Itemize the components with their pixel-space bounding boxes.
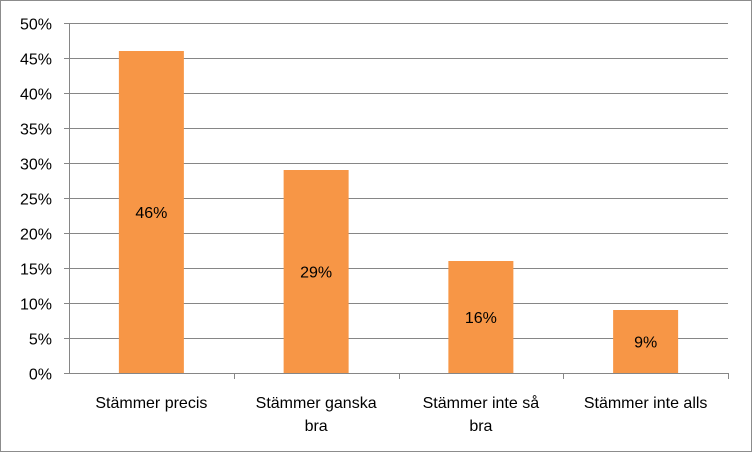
y-tick-label: 25% (20, 192, 52, 209)
x-tick-label: bra (305, 418, 328, 435)
y-tick-label: 35% (20, 122, 52, 139)
y-tick-label: 20% (20, 227, 52, 244)
x-tick-label: Stämmer inte så (423, 394, 540, 412)
x-tick-label: Stämmer precis (95, 395, 207, 412)
y-tick-label: 40% (20, 87, 52, 104)
bar (613, 310, 679, 373)
y-tick-label: 0% (29, 367, 52, 384)
y-tick-label: 10% (20, 297, 52, 314)
y-tick-label: 45% (20, 52, 52, 69)
x-tick-label: Stämmer inte alls (584, 395, 708, 412)
data-label: 29% (300, 265, 332, 282)
y-tick-label: 5% (29, 332, 52, 349)
data-label: 16% (465, 310, 497, 327)
data-label: 46% (135, 205, 167, 222)
y-tick-label: 30% (20, 157, 52, 174)
y-tick-label: 50% (20, 17, 52, 34)
bar (118, 51, 184, 373)
bar (448, 261, 514, 373)
bar (283, 170, 349, 373)
y-tick-label: 15% (20, 262, 52, 279)
x-tick-label: Stämmer ganska (256, 395, 377, 412)
x-tick-label: bra (469, 418, 492, 435)
data-label: 9% (634, 335, 657, 352)
